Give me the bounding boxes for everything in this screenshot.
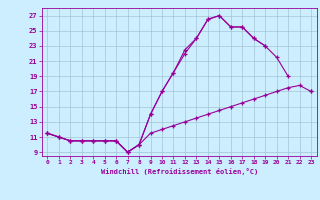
- X-axis label: Windchill (Refroidissement éolien,°C): Windchill (Refroidissement éolien,°C): [100, 168, 258, 175]
